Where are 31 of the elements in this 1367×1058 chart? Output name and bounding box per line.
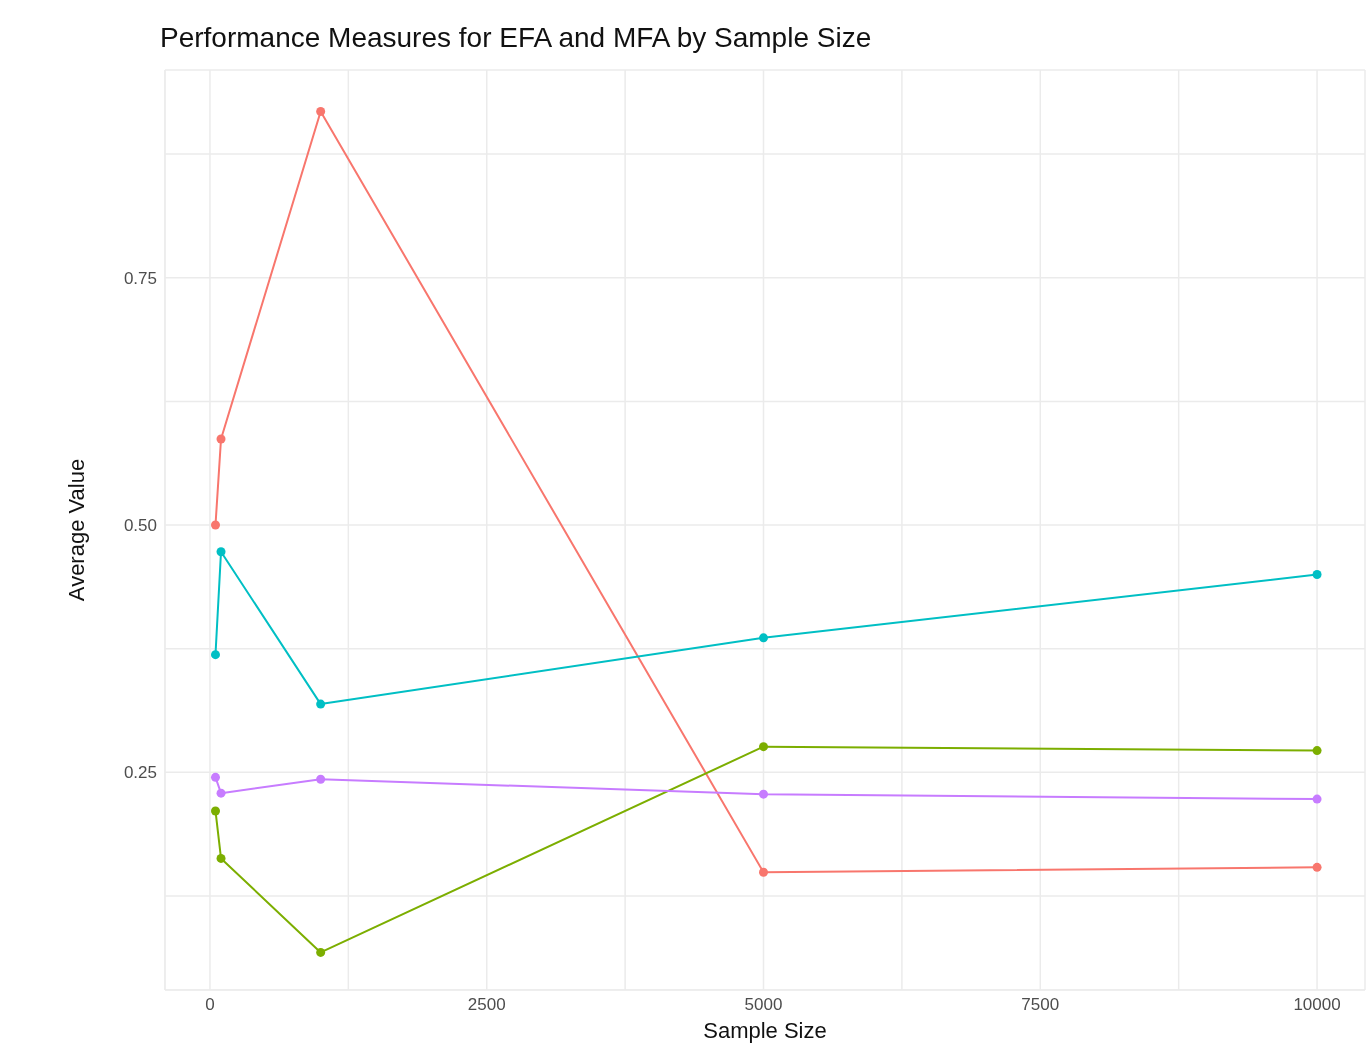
point (759, 633, 769, 643)
x-axis-title: Sample Size (703, 1018, 827, 1044)
point (1312, 570, 1322, 580)
x-tick-label: 0 (205, 995, 215, 1015)
point (316, 947, 326, 957)
point (216, 434, 226, 444)
point (210, 650, 220, 660)
point (210, 806, 220, 816)
y-tick-label: 0.75 (123, 268, 157, 288)
point (1312, 794, 1322, 804)
point (1312, 746, 1322, 756)
point (759, 867, 769, 877)
x-tick-label: 2500 (467, 995, 506, 1015)
point (210, 772, 220, 782)
y-axis-title: Average Value (63, 458, 89, 602)
chart-title: Performance Measures for EFA and MFA by Sample Size (160, 22, 872, 54)
point (210, 520, 220, 530)
point (216, 547, 226, 557)
point (759, 742, 769, 752)
x-tick-label: 10000 (1293, 995, 1341, 1015)
y-tick-label: 0.25 (123, 763, 157, 783)
x-tick-label: 5000 (744, 995, 783, 1015)
point (759, 789, 769, 799)
x-tick-label: 7500 (1021, 995, 1060, 1015)
point (216, 788, 226, 798)
point (316, 699, 326, 709)
point (316, 774, 326, 784)
point (216, 853, 226, 863)
point (316, 107, 326, 117)
point (1312, 862, 1322, 872)
y-tick-label: 0.50 (123, 516, 157, 536)
